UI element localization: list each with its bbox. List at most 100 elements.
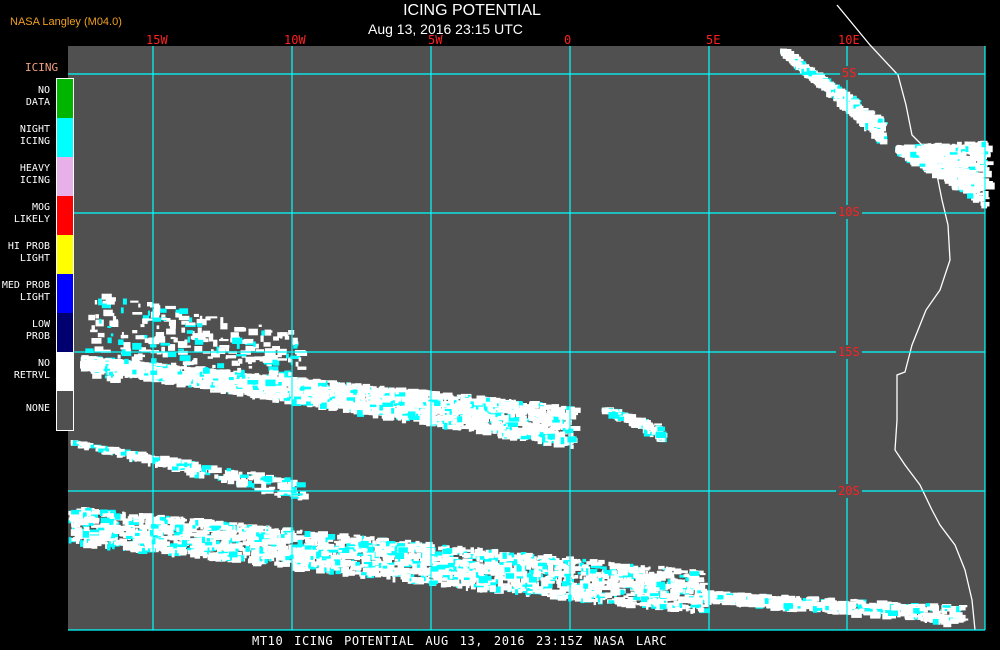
cloud-pixel <box>254 356 266 361</box>
cloud-pixel <box>559 420 563 428</box>
cloud-pixel <box>461 579 470 587</box>
cloud-pixel <box>120 334 129 339</box>
cloud-pixel <box>447 557 459 560</box>
cloud-pixel <box>81 358 85 362</box>
cloud-pixel <box>310 564 317 570</box>
cloud-pixel <box>442 411 448 413</box>
cloud-pixel <box>319 385 322 392</box>
cloud-pixel <box>642 423 654 430</box>
cloud-pixel <box>558 576 562 583</box>
cloud-pixel <box>160 342 170 346</box>
cloud-pixel <box>221 384 226 388</box>
cloud-pixel <box>212 364 216 368</box>
cloud-pixel <box>151 358 157 364</box>
cloud-pixel <box>325 534 336 540</box>
cloud-pixel <box>589 569 598 576</box>
cloud-pixel <box>415 543 424 549</box>
cloud-pixel <box>485 549 495 557</box>
cloud-pixel <box>81 528 85 531</box>
cloud-pixel <box>532 586 538 593</box>
cloud-pixel <box>643 429 650 437</box>
cloud-pixel <box>540 588 544 592</box>
cloud-pixel <box>215 555 226 562</box>
cloud-pixel <box>494 557 499 562</box>
cloud-pixel <box>506 408 512 414</box>
cloud-pixel <box>543 405 554 410</box>
cloud-pixel <box>275 534 286 538</box>
cloud-pixel <box>608 561 611 566</box>
cloud-pixel <box>259 393 271 400</box>
cloud-pixel <box>264 351 271 358</box>
cloud-pixel <box>142 374 154 379</box>
cloud-pixel <box>421 413 424 417</box>
cloud-pixel <box>206 538 210 542</box>
cloud-pixel <box>518 418 522 423</box>
cloud-pixel <box>473 552 480 558</box>
cloud-pixel <box>548 566 551 573</box>
cloud-pixel <box>320 544 326 550</box>
cloud-pixel <box>438 401 447 408</box>
cloud-pixel <box>226 556 231 560</box>
cloud-pixel <box>408 402 411 409</box>
cloud-pixel <box>399 401 405 406</box>
cloud-pixel <box>420 408 424 411</box>
cloud-pixel <box>441 419 449 422</box>
cloud-pixel <box>273 355 282 358</box>
cloud-pixel <box>104 365 109 372</box>
cloud-pixel <box>277 332 282 338</box>
cloud-pixel <box>264 531 275 534</box>
cloud-pixel <box>577 572 583 575</box>
cloud-pixel <box>496 412 502 416</box>
cloud-pixel <box>517 558 523 564</box>
cloud-pixel <box>175 309 186 313</box>
cloud-pixel <box>568 433 574 439</box>
cloud-pixel <box>253 560 262 567</box>
cloud-pixel <box>342 407 350 413</box>
cloud-pixel <box>588 573 592 578</box>
cloud-pixel <box>411 577 417 583</box>
cloud-pixel <box>637 418 645 425</box>
cloud-pixel <box>604 570 615 576</box>
cloud-pixel <box>180 516 184 523</box>
cloud-pixel <box>203 368 210 374</box>
cloud-pixel <box>355 561 361 566</box>
cloud-pixel <box>368 398 374 403</box>
cloud-pixel <box>301 397 311 402</box>
cloud-pixel <box>443 554 454 558</box>
cloud-pixel <box>307 539 315 546</box>
cloud-pixel <box>477 419 485 426</box>
cloud-pixel <box>628 571 636 577</box>
cloud-pixel <box>112 543 115 550</box>
cloud-pixel <box>205 368 216 373</box>
cloud-pixel <box>118 378 121 383</box>
cloud-pixel <box>534 574 544 580</box>
cloud-pixel <box>120 347 126 350</box>
cloud-pixel <box>380 389 386 395</box>
cloud-pixel <box>75 534 85 539</box>
cloud-pixel <box>226 376 231 382</box>
cloud-pixel <box>220 317 224 324</box>
cloud-pixel <box>516 565 527 572</box>
cloud-pixel <box>504 556 514 561</box>
cloud-pixel <box>508 565 513 572</box>
cloud-pixel <box>69 518 79 522</box>
cloud-pixel <box>418 570 428 576</box>
cloud-pixel <box>263 342 271 347</box>
cloud-pixel <box>447 577 458 580</box>
cloud-pixel <box>527 587 537 593</box>
cloud-pixel <box>670 575 675 580</box>
cloud-pixel <box>605 594 608 600</box>
cloud-pixel <box>273 336 279 341</box>
cloud-pixel <box>639 602 650 607</box>
cloud-pixel <box>109 320 119 327</box>
cloud-pixel <box>194 373 197 377</box>
cloud-pixel <box>249 538 259 545</box>
cloud-pixel <box>497 429 505 433</box>
cloud-pixel <box>220 337 224 340</box>
cloud-pixel <box>96 525 99 531</box>
cloud-pixel <box>372 540 376 545</box>
cloud-pixel <box>696 592 706 596</box>
cloud-pixel <box>364 409 369 414</box>
cloud-pixel <box>223 553 231 558</box>
cloud-pixel <box>320 393 329 397</box>
